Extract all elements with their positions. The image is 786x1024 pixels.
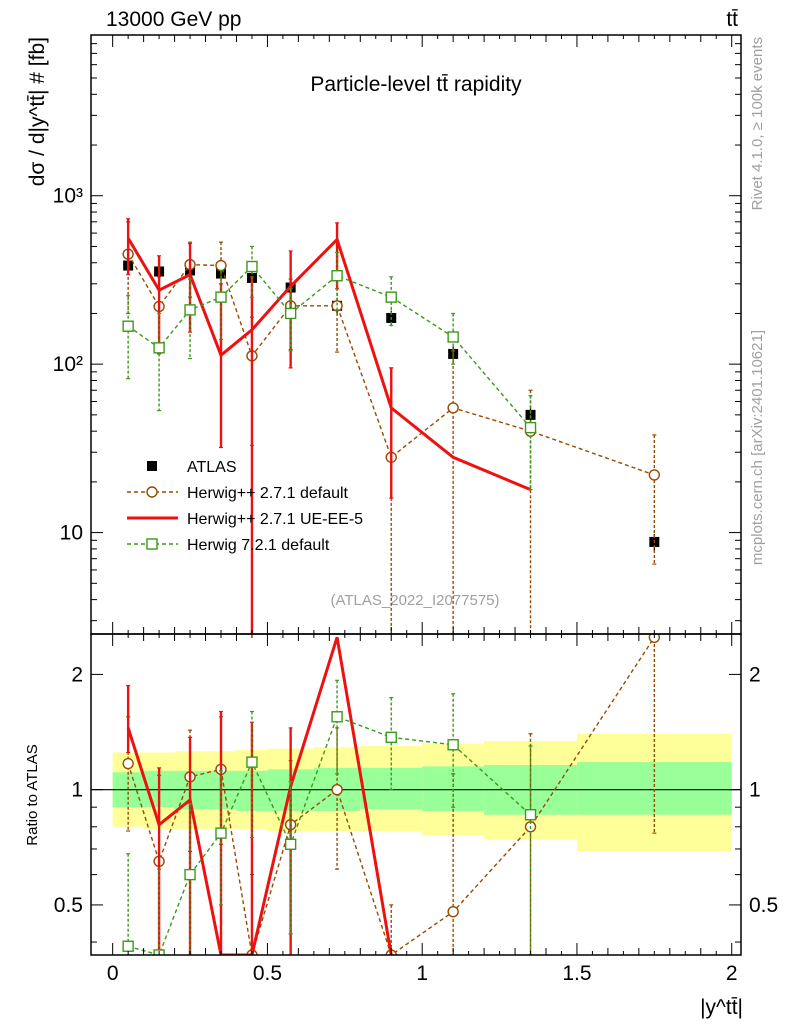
legend-marker-herwig7-default bbox=[146, 538, 158, 550]
x-axis-label: |y^tt̄| bbox=[700, 996, 743, 1019]
herwigpp-default-marker bbox=[215, 259, 227, 272]
x-tick-label: 1 bbox=[416, 962, 428, 985]
legend-label-herwigpp-default: Herwig++ 2.7.1 default bbox=[187, 485, 349, 502]
herwig7-default-marker bbox=[385, 731, 397, 744]
main-series-herwigpp-ueee5 bbox=[126, 218, 533, 634]
herwig7-default-marker bbox=[524, 421, 537, 434]
herwig7-default-marker bbox=[122, 940, 134, 952]
herwigpp-default-marker bbox=[447, 402, 459, 414]
chart-axes: 0 0.5 1 1.5 2 10 10² 10³ 0.5 0.5 1 1 2 2 bbox=[53, 34, 778, 985]
herwigpp-default-marker bbox=[122, 757, 134, 770]
y-tick-label-main: 10³ bbox=[53, 185, 83, 208]
herwig7-default-marker bbox=[122, 320, 134, 332]
y-tick-label-ratio-right: 0.5 bbox=[749, 894, 778, 917]
ratio-frame bbox=[90, 633, 742, 956]
herwig7-default-marker bbox=[284, 307, 297, 320]
herwig7-default-marker bbox=[215, 291, 227, 303]
legend-label-herwigpp-ueee5: Herwig++ 2.7.1 UE-EE-5 bbox=[187, 511, 363, 528]
herwig7-default-marker bbox=[524, 809, 537, 821]
process-label: tt̄ bbox=[726, 8, 738, 31]
atlas-data-point bbox=[525, 409, 536, 420]
ratio-panel-marks bbox=[122, 634, 661, 955]
y-axis-label-ratio: Ratio to ATLAS bbox=[24, 744, 41, 845]
herwig7-default-marker bbox=[447, 739, 459, 751]
chart-marks bbox=[122, 218, 661, 955]
energy-label: 13000 GeV pp bbox=[106, 8, 241, 31]
x-tick-label: 0.5 bbox=[253, 962, 282, 985]
herwig7-default-marker bbox=[246, 756, 258, 768]
legend-label-herwig7-default: Herwig 7.2.1 default bbox=[187, 537, 330, 554]
main-series-herwig7-default bbox=[122, 245, 537, 491]
herwig7-default-line bbox=[127, 715, 531, 955]
mcplots-label: mcplots.cern.ch [arXiv:2401.10621] bbox=[749, 330, 766, 565]
legend-marker-atlas bbox=[147, 461, 157, 471]
ratio-series-herwig7-default bbox=[122, 679, 537, 955]
legend-label-atlas: ATLAS bbox=[187, 459, 237, 476]
herwig7-default-marker bbox=[385, 291, 397, 303]
herwigpp-ueee5-line bbox=[126, 236, 532, 491]
y-axis-label-main: dσ / d|y^tt̄| # [fb] bbox=[26, 37, 49, 186]
herwigpp-default-marker bbox=[648, 634, 661, 643]
legend-marker-herwigpp-default bbox=[146, 486, 158, 498]
y-tick-label-main: 10² bbox=[53, 353, 83, 376]
x-tick-label: 1.5 bbox=[562, 962, 591, 985]
y-tick-label-ratio: 0.5 bbox=[54, 894, 83, 917]
herwig7-default-marker bbox=[215, 827, 227, 839]
herwig7-default-marker bbox=[331, 270, 343, 282]
herwigpp-default-marker bbox=[648, 469, 661, 481]
analysis-id-label: (ATLAS_2022_I2077575) bbox=[330, 592, 499, 609]
herwigpp-default-marker bbox=[331, 300, 343, 312]
rivet-label: Rivet 4.1.0, ≥ 100k events bbox=[749, 37, 766, 210]
chart-title: Particle-level tt̄ rapidity bbox=[310, 73, 522, 96]
y-tick-label-main: 10 bbox=[60, 522, 83, 545]
y-tick-label-ratio: 1 bbox=[71, 779, 83, 802]
y-tick-label-ratio: 2 bbox=[71, 663, 83, 686]
herwig7-default-marker bbox=[184, 868, 196, 881]
herwig7-default-marker bbox=[153, 342, 165, 354]
herwig7-default-marker bbox=[284, 838, 297, 850]
main-panel-marks bbox=[122, 218, 661, 634]
herwig7-default-marker bbox=[246, 260, 258, 273]
x-tick-label: 2 bbox=[726, 962, 738, 985]
herwig7-default-line bbox=[127, 265, 532, 429]
herwig7-default-marker bbox=[331, 711, 343, 723]
x-tick-label: 0 bbox=[107, 962, 119, 985]
herwigpp-default-marker bbox=[447, 906, 459, 918]
herwigpp-ueee5-line bbox=[126, 636, 393, 955]
y-tick-label-ratio-right: 1 bbox=[749, 779, 761, 802]
legend: ATLAS Herwig++ 2.7.1 default Herwig++ 2.7.… bbox=[127, 459, 363, 554]
herwigpp-default-marker bbox=[331, 783, 343, 796]
herwig7-default-marker bbox=[447, 331, 459, 343]
ratio-bands bbox=[91, 733, 741, 852]
herwig7-default-marker bbox=[184, 304, 196, 316]
y-tick-label-ratio-right: 2 bbox=[749, 663, 761, 686]
